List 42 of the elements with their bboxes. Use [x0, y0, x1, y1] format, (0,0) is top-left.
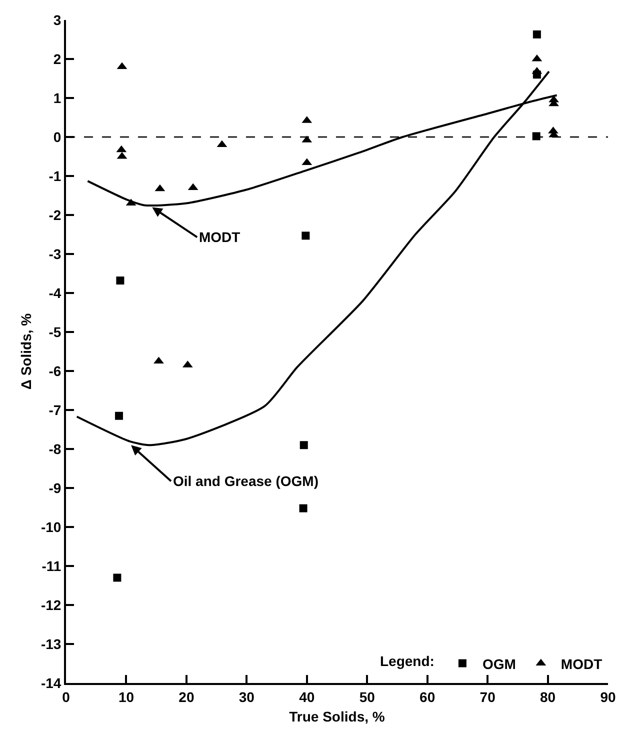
x-tick-label: 50 [359, 688, 376, 705]
y-tick-label: 3 [53, 12, 62, 28]
y-tick-label: -14 [40, 674, 62, 691]
y-tick-label: -7 [48, 402, 62, 418]
y-tick-label: 2 [53, 50, 62, 67]
point [113, 574, 122, 582]
y-tick-label: -8 [48, 440, 62, 457]
x-tick-label: 60 [420, 688, 436, 705]
y-tick-label: -4 [48, 284, 62, 301]
y-tick-label: -3 [48, 246, 62, 262]
x-tick-label: 70 [480, 688, 496, 705]
x-tick-label: 30 [238, 688, 255, 705]
legend-label: MODT [560, 656, 603, 672]
x-tick-label: 10 [118, 688, 134, 705]
y-tick-label: -1 [48, 168, 62, 184]
y-tick-label: -11 [42, 558, 62, 574]
y-tick-label: 1 [53, 90, 62, 106]
y-tick-label: -5 [48, 324, 62, 340]
x-tick-label: 90 [600, 688, 616, 705]
legend-title: Legend: [380, 652, 434, 669]
annotation: MODT [199, 229, 241, 245]
x-tick-label: 80 [540, 688, 556, 705]
point [300, 441, 308, 450]
x-tick-label: 20 [178, 688, 194, 705]
y-tick-label: -6 [48, 362, 62, 379]
y-tick-label: -13 [40, 636, 62, 652]
legend-label: OGM [482, 656, 516, 672]
point [299, 504, 308, 512]
annotation: Oil and Grease (OGM) [173, 473, 318, 489]
point [532, 30, 541, 38]
point [116, 276, 124, 285]
y-tick-label: -12 [40, 596, 62, 613]
x-tick-label: 40 [299, 688, 315, 705]
y-tick-label: -2 [48, 206, 62, 223]
y-tick-label: -9 [48, 480, 62, 496]
point [115, 412, 123, 420]
x-axis-title: True Solids, % [289, 708, 386, 725]
y-tick-label: -10 [40, 518, 62, 535]
y-axis-title: Δ Solids, % [18, 312, 34, 390]
point [302, 232, 310, 240]
point [532, 132, 540, 140]
y-tick-label: 0 [53, 128, 62, 145]
